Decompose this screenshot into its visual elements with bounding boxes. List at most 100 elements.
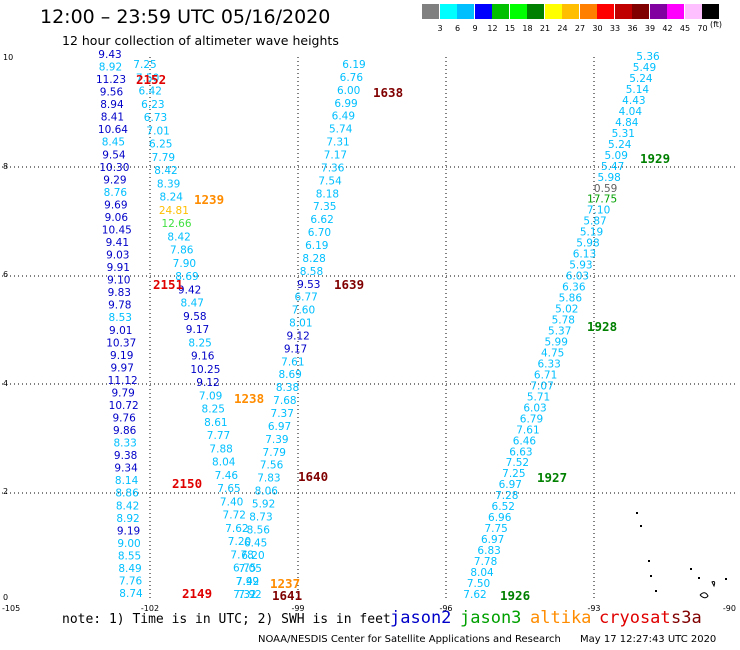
y-tick-label: 2	[3, 487, 8, 496]
wave-height-value: 9.29	[103, 174, 126, 186]
altimeter-tracks: 9.438.9211.239.568.948.4110.648.459.5410…	[96, 49, 660, 601]
y-tick-label: 4	[3, 379, 8, 388]
wave-height-value: 8.49	[118, 563, 141, 575]
color-scale-label: 30	[592, 24, 603, 33]
pass-time-label: 1239	[194, 192, 224, 207]
pass-time-label: 2151	[153, 277, 183, 292]
wave-height-value: 5.86	[559, 293, 583, 305]
color-scale-swatch	[509, 4, 527, 19]
wave-height-value: 5.49	[633, 62, 656, 74]
wave-height-value: 9.54	[102, 149, 126, 161]
y-tick-label: 8	[3, 162, 8, 171]
wave-height-value: 8.25	[188, 337, 211, 349]
wave-height-value: 8.18	[316, 188, 339, 200]
wave-height-value: 6.71	[534, 369, 557, 381]
wave-height-value: 6.19	[305, 240, 328, 252]
wave-height-value: 8.01	[289, 318, 312, 330]
wave-height-value: 6.97	[499, 479, 522, 491]
wave-height-value: 6.33	[537, 358, 560, 370]
wave-height-value: 7.92	[238, 589, 261, 601]
wave-height-value: 9.86	[113, 425, 137, 437]
color-scale-label: 45	[679, 24, 691, 33]
color-scale-unit: (ft)	[710, 20, 723, 29]
wave-height-value: 6.52	[492, 501, 515, 513]
wave-height-value: 0.59	[594, 183, 617, 195]
wave-height-value: 6.13	[573, 249, 596, 261]
pass-time-label: 1237	[270, 576, 300, 591]
wave-height-value: 8.28	[302, 253, 325, 265]
footer-credit: NOAA/NESDIS Center for Satellite Applica…	[258, 634, 561, 645]
wave-height-value: 9.03	[106, 250, 129, 262]
wave-height-value: 8.74	[119, 588, 143, 600]
pass-time-label: 1238	[234, 391, 264, 406]
color-scale-swatch	[649, 4, 667, 19]
wave-height-value: 7.25	[133, 59, 156, 71]
wave-height-value: 7.31	[326, 137, 349, 149]
color-scale-swatch	[492, 4, 509, 19]
pass-time-label: 2149	[182, 586, 212, 601]
wave-height-value: 5.98	[576, 238, 599, 250]
coast-dot	[640, 525, 642, 527]
wave-height-value: 8.58	[300, 266, 323, 278]
wave-height-value: 7.09	[199, 390, 222, 402]
y-tick-label: 0	[3, 593, 8, 602]
pass-time-label: 1929	[640, 151, 670, 166]
wave-height-value: 7.20	[228, 536, 251, 548]
wave-height-value: 9.69	[104, 199, 127, 211]
wave-height-value: 7.76	[119, 575, 143, 587]
wave-height-value: 5.24	[608, 139, 632, 151]
wave-height-value: 7.07	[530, 380, 553, 392]
wave-height-value: 7.32	[233, 589, 256, 601]
wave-height-value: 7.83	[257, 473, 280, 485]
wave-height-value: 5.93	[569, 260, 592, 272]
wave-height-value: 7.56	[260, 460, 284, 472]
wave-height-value: 9.56	[100, 87, 124, 99]
wave-height-value: 5.24	[629, 73, 653, 85]
wave-height-value: 5.14	[626, 84, 650, 96]
wave-height-value: 12.66	[161, 218, 191, 230]
wave-height-value: 24.81	[159, 205, 189, 217]
wave-height-value: 6.25	[149, 139, 172, 151]
wave-height-value: 7.35	[313, 201, 336, 213]
color-scale-swatch	[562, 4, 579, 19]
wave-height-value: 9.17	[186, 324, 209, 336]
wave-height-value: 8.38	[276, 382, 299, 394]
wave-height-value: 7.52	[506, 457, 529, 469]
color-scale-label: 27	[574, 24, 586, 33]
wave-height-value: 7.78	[230, 549, 253, 561]
wave-height-value: 8.61	[204, 417, 227, 429]
wave-height-value: 7.36	[321, 162, 345, 174]
wave-height-value: 8.25	[202, 404, 225, 416]
wave-height-value: 8.33	[113, 438, 136, 450]
wave-height-value: 5.98	[597, 172, 620, 184]
wave-height-value: 7.65	[217, 483, 240, 495]
color-scale-swatch	[614, 4, 632, 19]
wave-height-value: 10.25	[190, 364, 220, 376]
wave-height-value: 9.58	[183, 311, 206, 323]
wave-height-value: 8.42	[154, 165, 177, 177]
wave-height-value: 5.78	[552, 315, 575, 327]
color-scale-swatch	[702, 4, 719, 19]
wave-height-value: 8.76	[104, 187, 128, 199]
wave-height-value: 7.72	[223, 510, 246, 522]
wave-height-value: 6.42	[139, 86, 162, 98]
wave-height-value: 7.42	[236, 576, 259, 588]
wave-height-value: 6.70	[308, 227, 331, 239]
wave-height-value: 9.79	[111, 387, 134, 399]
wave-height-value: 10.30	[99, 162, 129, 174]
color-scale-label: 24	[557, 24, 568, 33]
wave-height-value: 7.75	[484, 523, 507, 535]
coast-dot	[636, 512, 638, 514]
wave-height-value: 5.09	[605, 150, 628, 162]
wave-height-value: 9.41	[106, 237, 129, 249]
wave-height-value: 6.97	[481, 534, 504, 546]
color-scale-swatch	[544, 4, 562, 19]
wave-height-value: 6.19	[342, 59, 365, 71]
wave-height-value: 5.87	[583, 216, 606, 228]
wave-height-value: 6.00	[337, 85, 360, 97]
wave-height-value: 8.04	[212, 457, 236, 469]
wave-height-value: 4.84	[615, 117, 639, 129]
color-scale-swatch	[579, 4, 597, 19]
satellite-legend-jason3: jason3	[460, 608, 522, 628]
wave-height-value: 7.25	[502, 468, 525, 480]
